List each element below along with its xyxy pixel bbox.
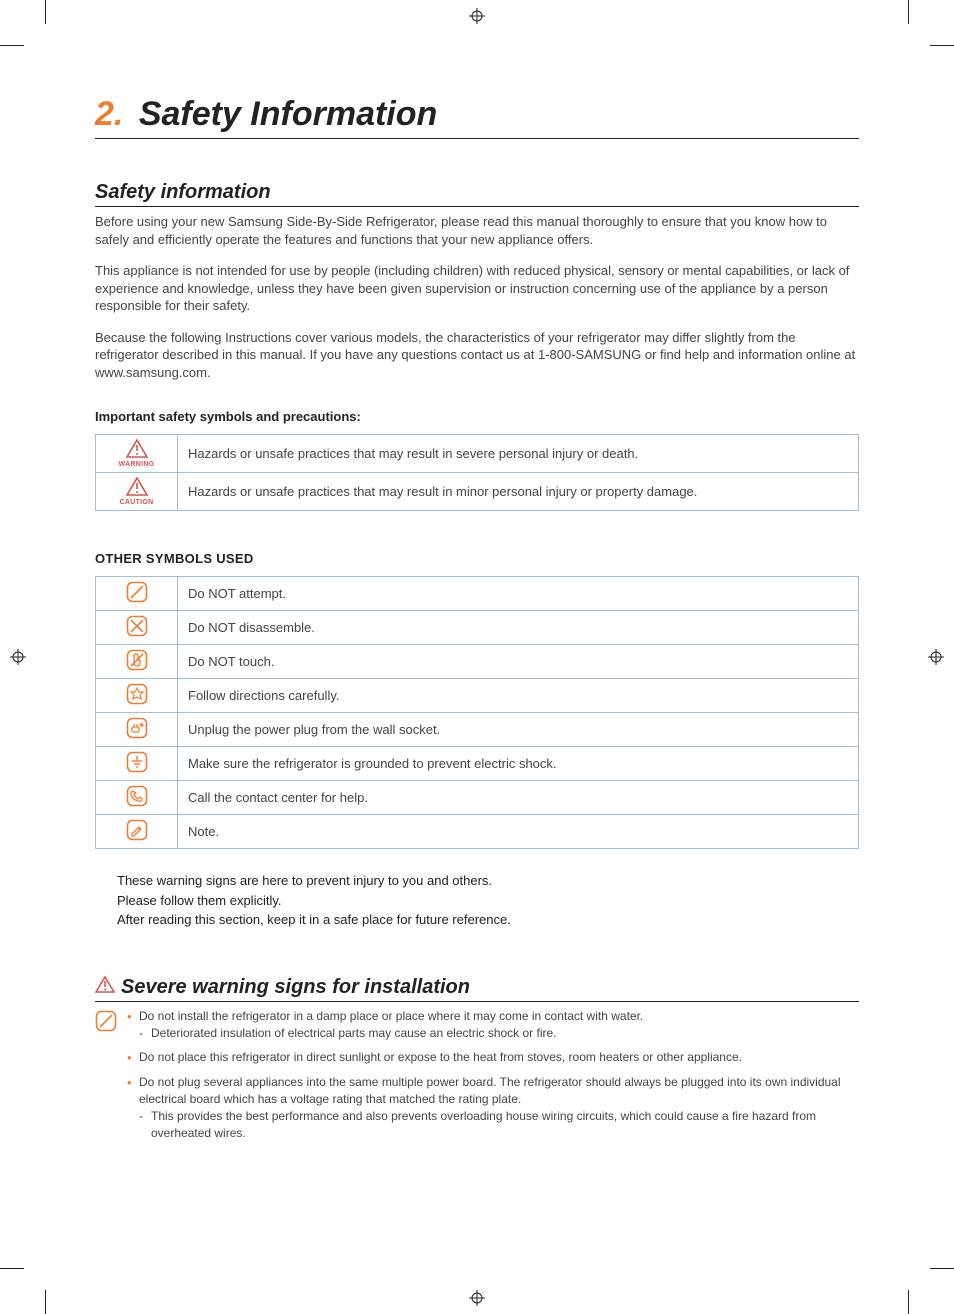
registration-mark-icon [469, 1290, 485, 1306]
other-symbols-heading: OTHER SYMBOLS USED [95, 551, 859, 566]
symbol-icon-cell [96, 645, 178, 679]
registration-mark-icon [928, 649, 944, 665]
install-section-title: Severe warning signs for installation [121, 976, 470, 999]
list-item: Do not plug several appliances into the … [127, 1074, 859, 1141]
symbol-icon-cell [96, 679, 178, 713]
crop-mark [45, 0, 46, 24]
install-title-wrap: Severe warning signs for installation [95, 976, 859, 1002]
table-row: CAUTION Hazards or unsafe practices that… [96, 473, 859, 511]
symbol-icon-cell [96, 713, 178, 747]
no-touch-icon [126, 649, 148, 674]
registration-mark-icon [469, 8, 485, 24]
install-forbid-icon-col [95, 1008, 119, 1150]
list-item: Do not place this refrigerator in direct… [127, 1049, 859, 1066]
no-disassemble-icon [126, 615, 148, 640]
icon-label: WARNING [100, 461, 173, 468]
symbol-text: Make sure the refrigerator is grounded t… [178, 747, 859, 781]
crop-mark [0, 1268, 24, 1269]
caution-icon-cell: CAUTION [96, 473, 178, 511]
intro-paragraph-1: Before using your new Samsung Side-By-Si… [95, 213, 859, 248]
crop-mark [930, 45, 954, 46]
list-item-sub: This provides the best performance and a… [139, 1108, 859, 1142]
warning-icon-cell: WARNING [96, 435, 178, 473]
table-row: Follow directions carefully. [96, 679, 859, 713]
icon-label: CAUTION [100, 499, 173, 506]
registration-mark-icon [10, 649, 26, 665]
symbol-text: Note. [178, 815, 859, 849]
table-row: Call the contact center for help. [96, 781, 859, 815]
crop-mark [930, 1268, 954, 1269]
symbol-text: Call the contact center for help. [178, 781, 859, 815]
grounded-icon [126, 751, 148, 776]
precautions-heading: Important safety symbols and precautions… [95, 409, 859, 424]
symbol-text: Follow directions carefully. [178, 679, 859, 713]
symbol-icon-cell [96, 577, 178, 611]
warning-triangle-icon [126, 477, 148, 500]
table-row: Unplug the power plug from the wall sock… [96, 713, 859, 747]
crop-mark [45, 1290, 46, 1314]
table-row: Make sure the refrigerator is grounded t… [96, 747, 859, 781]
note-icon [126, 819, 148, 844]
unplug-icon [126, 717, 148, 742]
table-row: Do NOT attempt. [96, 577, 859, 611]
symbol-icon-cell [96, 781, 178, 815]
note-line: These warning signs are here to prevent … [117, 871, 859, 891]
list-item: Do not install the refrigerator in a dam… [127, 1008, 859, 1042]
list-item-text: Do not place this refrigerator in direct… [139, 1050, 742, 1064]
follow-directions-icon [126, 683, 148, 708]
signs-note-block: These warning signs are here to prevent … [117, 871, 859, 930]
page: 2. Safety Information Safety information… [0, 0, 954, 1314]
precaution-text: Hazards or unsafe practices that may res… [178, 473, 859, 511]
precautions-table: WARNING Hazards or unsafe practices that… [95, 434, 859, 511]
note-line: Please follow them explicitly. [117, 891, 859, 911]
crop-mark [908, 0, 909, 24]
symbol-text: Do NOT disassemble. [178, 611, 859, 645]
intro-paragraph-3: Because the following Instructions cover… [95, 329, 859, 382]
crop-mark [908, 1290, 909, 1314]
table-row: WARNING Hazards or unsafe practices that… [96, 435, 859, 473]
symbol-icon-cell [96, 611, 178, 645]
list-item-text: Do not install the refrigerator in a dam… [139, 1009, 643, 1023]
note-line: After reading this section, keep it in a… [117, 910, 859, 930]
symbol-text: Unplug the power plug from the wall sock… [178, 713, 859, 747]
symbol-icon-cell [96, 747, 178, 781]
call-center-icon [126, 785, 148, 810]
table-row: Do NOT touch. [96, 645, 859, 679]
precaution-text: Hazards or unsafe practices that may res… [178, 435, 859, 473]
no-attempt-icon [95, 1010, 117, 1037]
symbol-text: Do NOT attempt. [178, 577, 859, 611]
table-row: Note. [96, 815, 859, 849]
intro-paragraph-2: This appliance is not intended for use b… [95, 262, 859, 315]
install-list: Do not install the refrigerator in a dam… [127, 1008, 859, 1150]
chapter-title-text: Safety Information [139, 95, 437, 133]
symbol-text: Do NOT touch. [178, 645, 859, 679]
install-section: Severe warning signs for installation Do… [95, 976, 859, 1150]
chapter-number: 2. [95, 95, 123, 133]
section-title-safety-info: Safety information [95, 181, 859, 207]
warning-triangle-icon [95, 976, 115, 999]
other-symbols-table: Do NOT attempt. Do NOT disassemble. Do N… [95, 576, 859, 849]
list-item-sub: Deteriorated insulation of electrical pa… [139, 1025, 859, 1042]
list-item-text: Do not plug several appliances into the … [139, 1075, 841, 1106]
warning-triangle-icon [126, 439, 148, 462]
crop-mark [0, 45, 24, 46]
symbol-icon-cell [96, 815, 178, 849]
no-attempt-icon [126, 581, 148, 606]
table-row: Do NOT disassemble. [96, 611, 859, 645]
chapter-title: 2. Safety Information [95, 95, 859, 139]
